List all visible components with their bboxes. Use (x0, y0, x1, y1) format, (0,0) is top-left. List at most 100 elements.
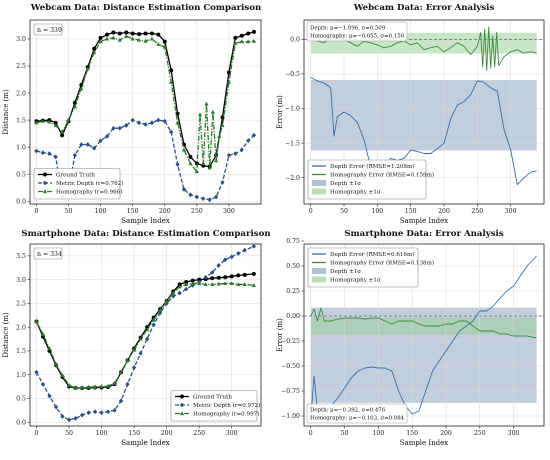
data-point (40, 381, 46, 387)
data-point (34, 120, 39, 125)
legend-marker (43, 172, 47, 177)
x-axis-label: Sample Index (400, 217, 449, 225)
plot-frame (29, 19, 262, 205)
data-point (112, 407, 117, 413)
data-point (223, 281, 228, 286)
series-line (35, 282, 254, 389)
data-point (207, 165, 212, 170)
y-tick-label: 0.0 (16, 198, 26, 205)
data-point (105, 409, 111, 415)
data-point (220, 179, 225, 185)
legend-marker (179, 411, 185, 416)
y-tick-label: −0.25 (281, 338, 300, 345)
data-point (34, 369, 39, 375)
x-tick-label: 50 (65, 430, 73, 437)
data-point (171, 293, 176, 299)
x-tick-label: 0 (309, 430, 313, 437)
series-line (310, 26, 537, 71)
data-point (239, 147, 244, 153)
data-point (201, 161, 206, 166)
data-point (53, 154, 58, 160)
data-point (92, 145, 97, 151)
data-point (190, 281, 195, 286)
data-point (92, 46, 97, 51)
y-tick-label: −1.00 (281, 413, 300, 420)
data-point (236, 273, 241, 278)
data-point (111, 125, 116, 131)
data-point (118, 370, 124, 374)
y-tick-label: 1.0 (16, 372, 26, 379)
chart-title: Smartphone Data: Distance Estimation Com… (21, 229, 271, 239)
data-point (47, 346, 52, 351)
data-point (242, 272, 247, 277)
data-point (216, 262, 221, 268)
data-point (143, 31, 148, 36)
legend-marker (42, 180, 48, 186)
data-point (207, 197, 212, 203)
data-point (251, 38, 257, 43)
y-tick-label: 0.25 (286, 288, 300, 295)
data-point (72, 104, 78, 109)
y-tick-label: 2.0 (16, 90, 26, 97)
legend-label: Homography ±1σ (330, 190, 381, 196)
x-tick-label: 0 (309, 208, 313, 215)
legend-label: Homography (r=0.997) (193, 411, 259, 418)
data-point (216, 281, 221, 286)
y-tick-label: −2.0 (285, 175, 300, 182)
data-point (92, 384, 98, 389)
x-tick-label: 300 (505, 208, 517, 215)
data-point (98, 138, 103, 144)
y-tick-label: 0.75 (286, 238, 300, 245)
data-point (111, 35, 116, 40)
data-point (190, 282, 195, 288)
data-point (201, 196, 206, 201)
x-tick-label: 300 (508, 430, 520, 437)
x-tick-label: 0 (34, 208, 38, 215)
data-point (246, 31, 251, 36)
x-tick-label: 50 (65, 208, 73, 215)
x-tick-label: 50 (341, 430, 349, 437)
y-tick-label: −0.5 (285, 71, 300, 78)
data-point (73, 415, 78, 421)
data-point (203, 282, 208, 286)
data-point (73, 385, 78, 390)
stats-box: Depth: μ=−0.392, σ=0.476 Homography: μ=−0… (306, 403, 408, 424)
data-point (229, 254, 234, 260)
data-point (233, 151, 238, 157)
data-point (143, 122, 148, 127)
stats-line: Depth: μ=−1.096, σ=0.509 (310, 26, 386, 32)
y-tick-label: 1.5 (16, 348, 26, 355)
plot-frame (303, 243, 545, 427)
data-point (197, 281, 202, 286)
y-tick-label: 3.5 (16, 253, 26, 260)
data-point (136, 120, 142, 126)
legend-label: Homography Error (RMSE=0.138m) (330, 260, 434, 267)
data-point (86, 410, 91, 416)
data-point (156, 32, 161, 37)
data-point (149, 120, 155, 126)
legend-label: Depth Error (RMSE=0.616m) (330, 251, 414, 258)
y-tick-label: 0.50 (286, 263, 300, 270)
legend-box (33, 168, 121, 200)
data-point (79, 82, 84, 87)
sample-count-badge: n = 339 (33, 23, 63, 36)
legend-label: Homography ±1σ (330, 278, 381, 284)
x-tick-label: 200 (440, 430, 452, 437)
data-point (151, 322, 156, 328)
data-point (226, 152, 232, 158)
x-tick-label: 100 (372, 430, 384, 437)
x-tick-label: 0 (35, 430, 39, 437)
data-point (79, 385, 85, 390)
data-point (66, 382, 72, 387)
data-point (117, 37, 122, 42)
series-line (310, 77, 537, 186)
data-point (210, 109, 215, 114)
y-tick-label: 0.5 (16, 171, 26, 178)
data-point (66, 117, 71, 122)
y-tick-label: −0.75 (281, 388, 300, 395)
y-tick-label: 3.0 (16, 277, 26, 284)
data-point (194, 169, 199, 174)
data-point (251, 271, 256, 276)
